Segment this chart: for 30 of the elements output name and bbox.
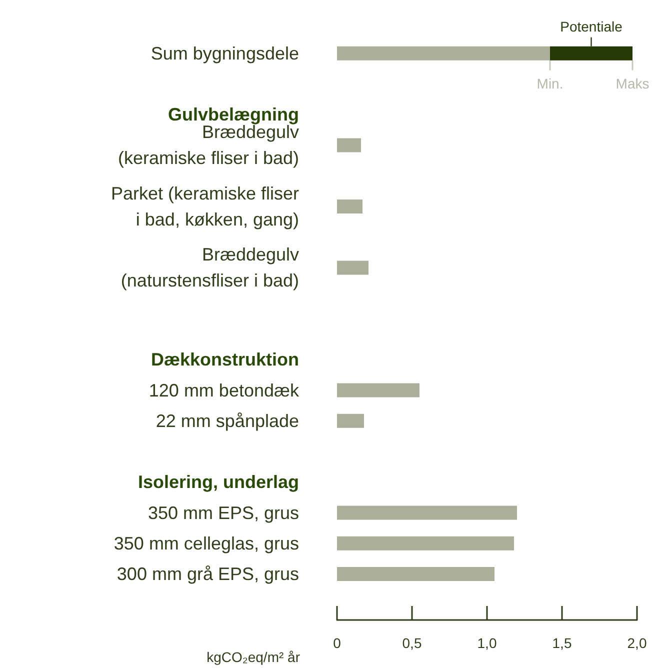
- x-tick-label: 0: [333, 635, 342, 651]
- x-axis-title: kgCO₂eq/m² år: [206, 649, 300, 665]
- x-tick-label: 1,5: [552, 635, 572, 651]
- y-tick-label: Isolering, underlag: [138, 472, 299, 492]
- y-tick-label: Parket (keramiske fliser i bad, køkken, gang): [110, 183, 299, 230]
- y-tick-label: Sum bygningsdele: [150, 43, 299, 64]
- y-tick-label: 120 mm betondæk: [148, 380, 300, 400]
- bar: [337, 567, 494, 582]
- bar: [337, 46, 550, 60]
- y-tick-label: 300 mm grå EPS, grus: [116, 564, 299, 584]
- bar: [337, 199, 362, 214]
- bar: [337, 414, 364, 428]
- y-tick-label: Gulvbelægning: [168, 104, 299, 125]
- bar: [337, 260, 368, 275]
- text: Potentiale: [560, 18, 623, 34]
- x-tick-label: 1,0: [477, 635, 497, 651]
- annotation: Maks: [616, 75, 650, 92]
- bar: [337, 536, 514, 550]
- bar: [337, 383, 420, 398]
- bar: [337, 506, 517, 520]
- bar: [550, 46, 632, 60]
- x-tick-label: 0,5: [402, 635, 422, 651]
- y-tick-label: 22 mm spånplade: [156, 410, 299, 431]
- y-tick-label: 350 mm EPS, grus: [148, 502, 299, 523]
- y-tick-label: Dækkonstruktion: [150, 350, 299, 370]
- bar: [337, 138, 361, 152]
- x-tick-label: 2,0: [627, 635, 647, 651]
- y-tick-label: 350 mm celleglas, grus: [114, 533, 299, 554]
- annotation: Min.: [536, 75, 564, 92]
- y-tick-label: Bræddegulv (naturstensfliser i bad): [120, 244, 299, 291]
